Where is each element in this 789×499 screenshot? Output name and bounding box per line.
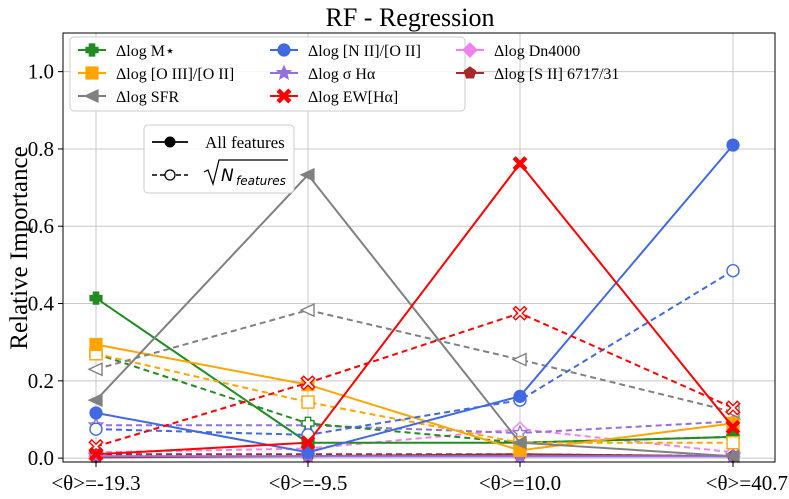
point-all (89, 291, 103, 305)
legend-swatch-marker (85, 66, 99, 80)
legend-entry: Δlog Dn4000 (456, 42, 580, 60)
style-open-marker (164, 169, 176, 181)
legend-label: Δlog Dn4000 (494, 43, 580, 60)
legend-entry: Δlog [O III]/[O II] (78, 66, 234, 83)
legend-entry: Δlog [S II] 6717/31 (456, 66, 619, 83)
x-tick-label: <θ>=40.7 (706, 471, 788, 495)
legend-swatch-marker (277, 43, 291, 57)
legend-swatch-marker (462, 42, 478, 58)
legend-label: Δlog [S II] 6717/31 (494, 66, 619, 83)
legend-swatch-marker (276, 88, 292, 104)
series-5 (88, 156, 741, 462)
y-tick-label: 1.0 (28, 60, 54, 84)
point-sqrt (300, 375, 316, 391)
plot-frame (62, 32, 776, 463)
legend-entry: Δlog EW[Hα] (270, 88, 398, 106)
y-tick-label: 0.8 (28, 137, 54, 161)
point-all (512, 156, 528, 172)
series-2 (87, 167, 740, 464)
legend-label: Δlog σ Hα (308, 66, 376, 83)
legend-entry: Δlog SFR (78, 89, 180, 106)
point-sqrt (725, 400, 741, 416)
legend-swatch-marker (463, 66, 477, 79)
sqrt-symbol (203, 159, 288, 187)
point-sqrt (299, 303, 315, 318)
point-sqrt (511, 352, 527, 367)
point-all (511, 435, 527, 450)
style-legend-label-sqrt: N (221, 166, 234, 186)
point-all (299, 167, 315, 182)
legend-swatch-marker (85, 43, 99, 57)
legend: Δlog M⋆ Δlog [O III]/[O II] Δlog SFR Δlog [… (69, 36, 619, 112)
series-sqrt-line (96, 420, 734, 435)
series-layer (87, 138, 742, 465)
point-sqrt (726, 435, 740, 450)
point-all (89, 406, 103, 420)
legend-label: Δlog M⋆ (116, 43, 175, 60)
series-3 (89, 138, 740, 459)
point-all (89, 337, 103, 352)
legend-entry: Δlog [N II]/[O II] (270, 43, 421, 60)
point-all (301, 445, 315, 459)
legend-label: Δlog [N II]/[O II] (308, 43, 421, 60)
legend-label: Δlog [O III]/[O II] (116, 66, 234, 83)
point-sqrt (301, 395, 315, 409)
series-sqrt-line (95, 269, 734, 436)
point-all (87, 393, 103, 408)
style-solid-marker (164, 136, 176, 148)
ticks: 0.0 0.2 0.4 0.6 0.8 1.0 <θ>=-19.3 <θ>=-9.5 <θ>=1… (28, 60, 788, 495)
series-sqrt-line (95, 352, 733, 444)
point-all (726, 138, 740, 152)
chart-title: RF - Regression (326, 3, 495, 32)
point-sqrt (726, 263, 740, 278)
x-tick-label: <θ>=-9.5 (269, 471, 348, 495)
point-all (725, 419, 741, 435)
series-all-line (95, 173, 734, 458)
series-all-line (95, 343, 734, 452)
legend-swatch-marker (275, 64, 293, 80)
series-sqrt-line (95, 312, 734, 448)
legend-entry: Δlog σ Hα (270, 64, 376, 83)
legend-label: Δlog SFR (116, 89, 180, 106)
y-tick-label: 0.0 (28, 446, 54, 470)
y-tick-label: 0.2 (28, 369, 54, 393)
point-all (724, 449, 740, 464)
series-all-line (95, 161, 734, 456)
legend-entry: Δlog M⋆ (78, 43, 175, 60)
y-axis-label: Relative Importance (6, 146, 33, 349)
y-tick-label: 0.6 (28, 214, 54, 238)
point-sqrt (89, 422, 103, 436)
x-tick-label: <θ>=-19.3 (51, 471, 140, 495)
legend-label: Δlog EW[Hα] (308, 89, 398, 106)
point-sqrt (87, 362, 103, 377)
style-legend-label-all: All features (205, 133, 285, 152)
point-sqrt (512, 305, 528, 321)
style-legend-label-sub: features (236, 174, 286, 188)
point-all (513, 389, 527, 403)
legend-swatch-marker (83, 89, 99, 103)
point-all (300, 435, 316, 451)
y-tick-label: 0.4 (28, 292, 55, 316)
series-all-line (95, 144, 734, 454)
style-legend: All features N features (143, 124, 295, 194)
series-sqrt-line (95, 309, 734, 413)
x-tick-label: <θ>=10.0 (479, 471, 561, 495)
series-all-line (95, 297, 734, 444)
point-all (88, 446, 104, 462)
